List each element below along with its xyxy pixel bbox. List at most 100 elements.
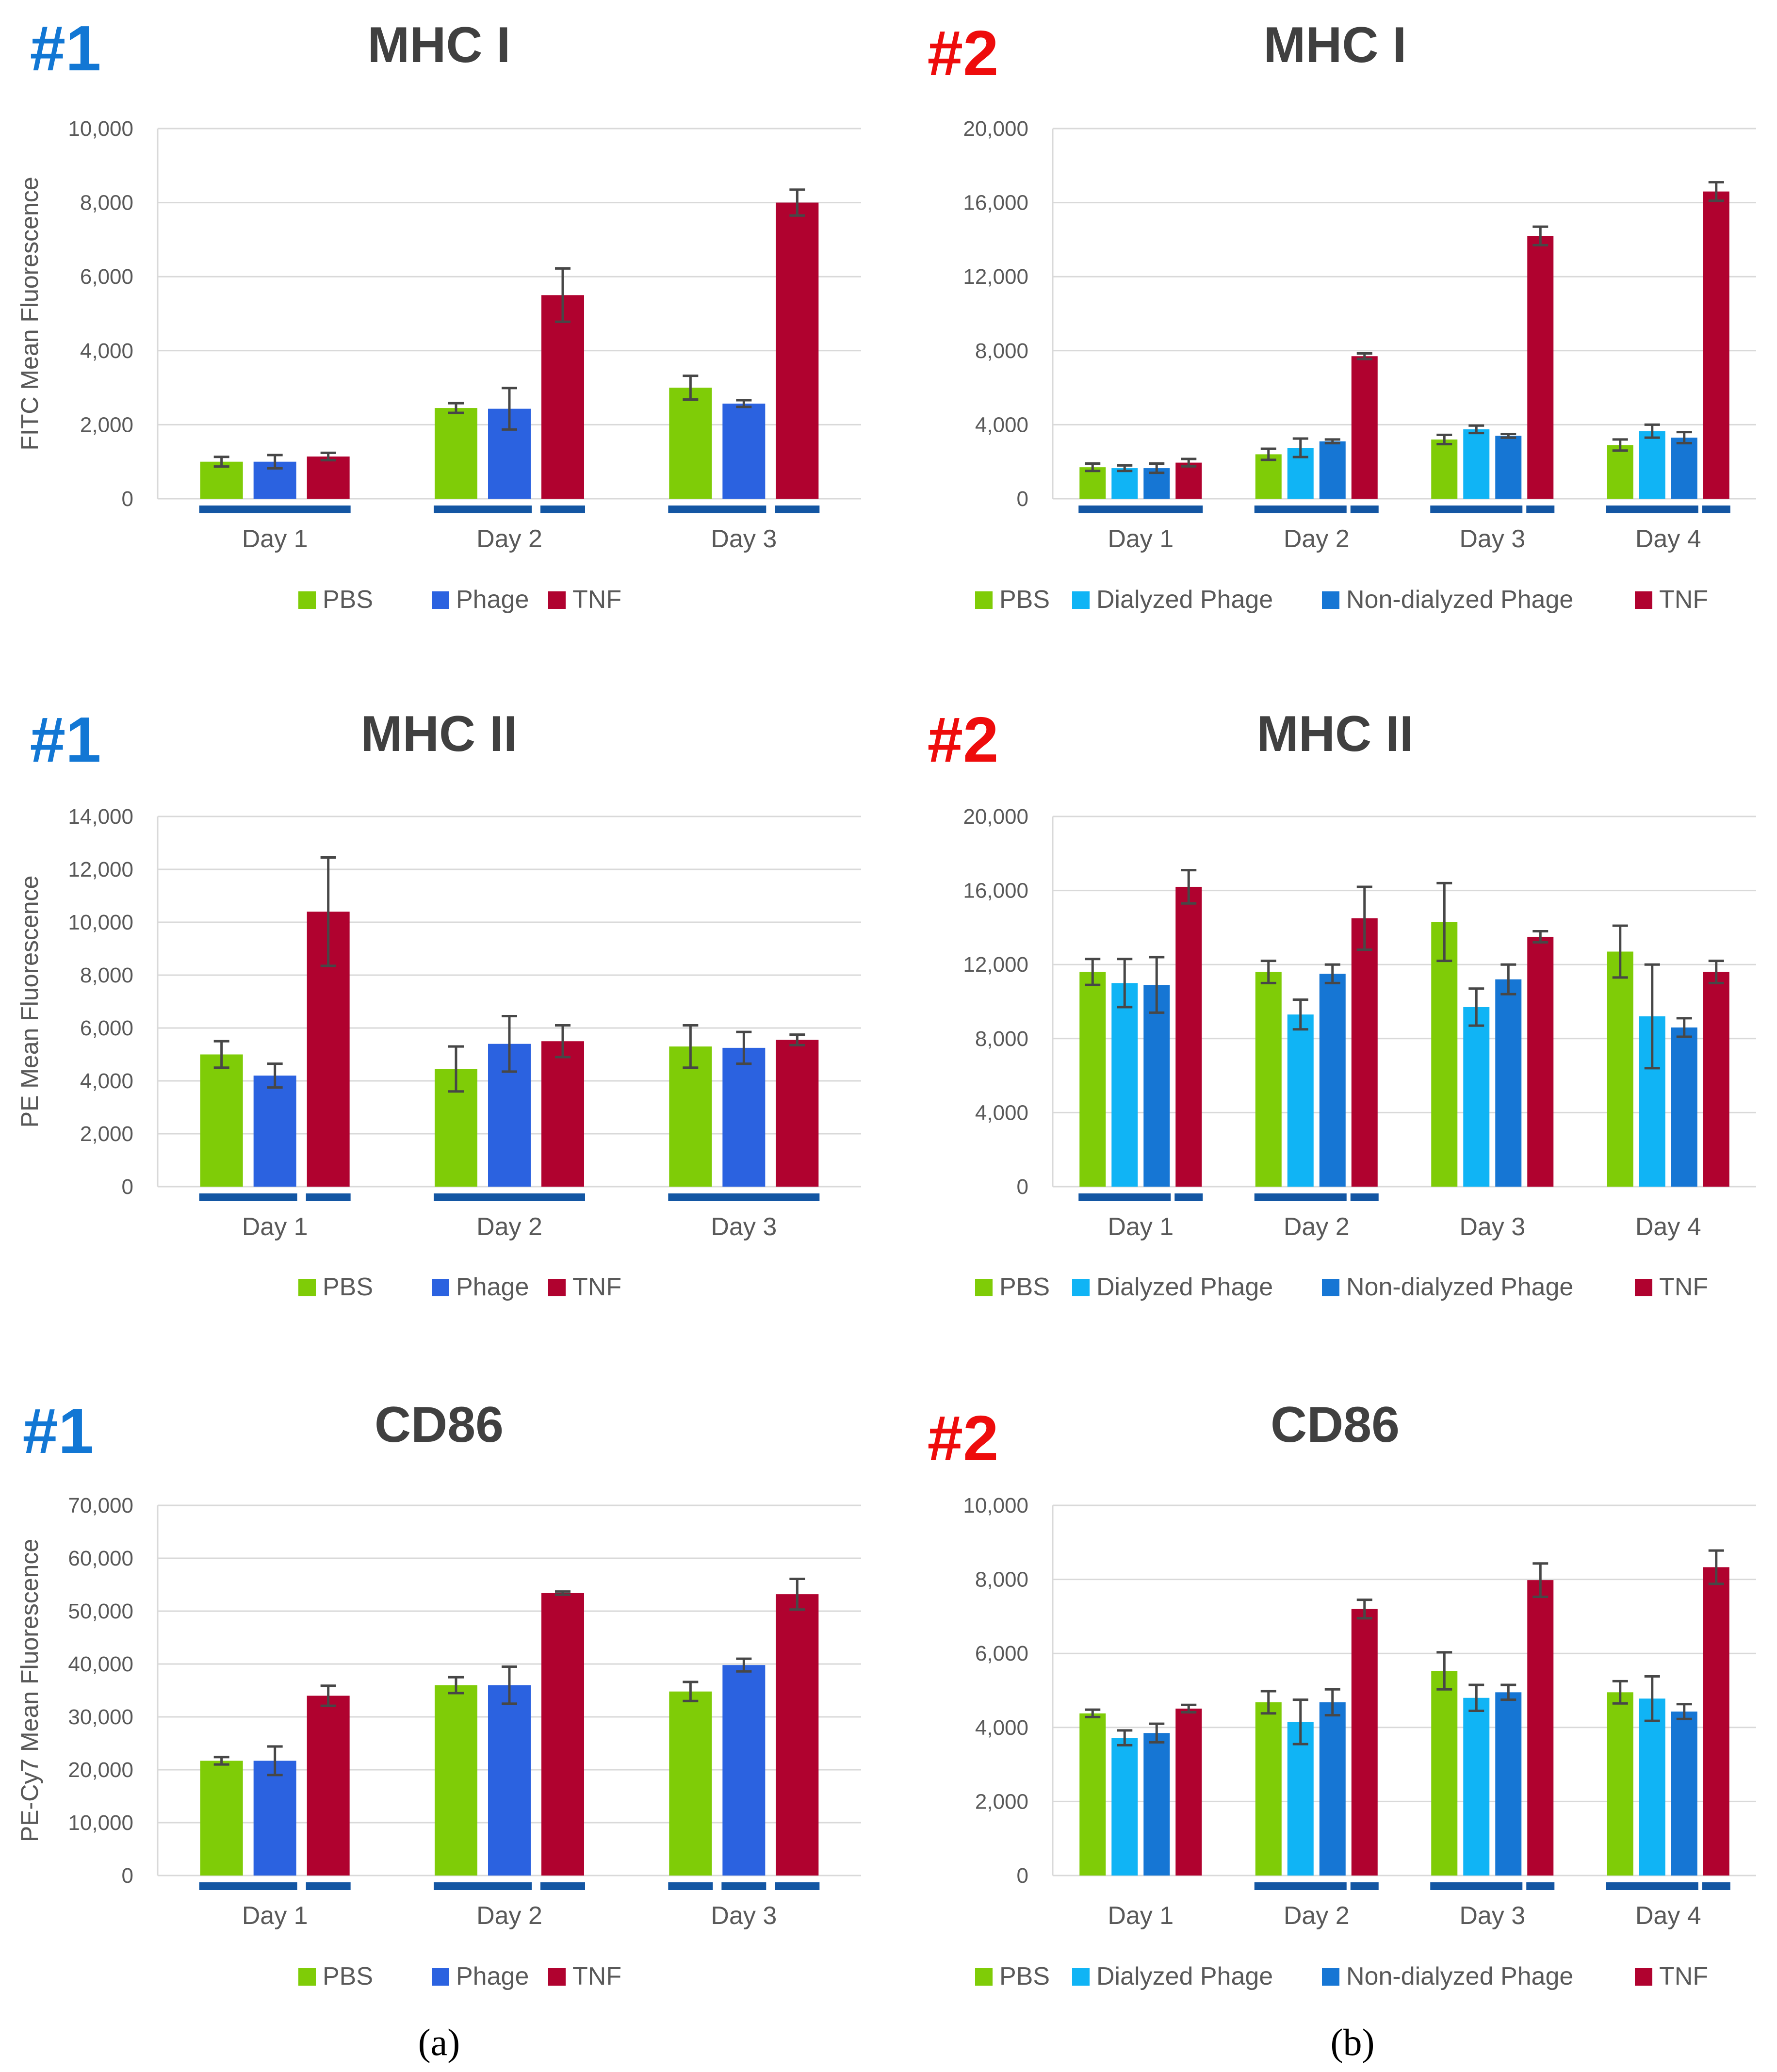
significance-bar [434, 1193, 585, 1201]
legend-swatch [298, 591, 316, 609]
legend-swatch [298, 1279, 316, 1296]
y-axis-label: PE Mean Fluorescence [16, 876, 43, 1128]
significance-bar [199, 506, 351, 513]
legend-label: Dialyzed Phage [1096, 1273, 1273, 1301]
significance-bar [306, 1882, 351, 1890]
bar-phage-day-3 [722, 1665, 766, 1876]
legend-label: Phage [456, 586, 529, 614]
legend-label: Non-dialyzed Phage [1346, 586, 1573, 614]
x-tick-label: Day 3 [1459, 1213, 1525, 1241]
bar-tnf-day-4 [1703, 191, 1729, 499]
x-tick-label: Day 1 [242, 1213, 308, 1241]
bar-dialyzed-phage-day-1 [1111, 983, 1138, 1187]
y-tick-label: 8,000 [80, 963, 133, 987]
x-tick-label: Day 2 [1284, 1213, 1350, 1241]
y-tick-label: 20,000 [963, 117, 1028, 141]
bar-pbs-day-2 [1255, 1702, 1282, 1876]
significance-bar [775, 1882, 820, 1890]
chart-title: MHC I [1264, 17, 1407, 73]
bar-tnf-day-1 [307, 1696, 350, 1876]
bar-tnf-day-2 [1351, 1609, 1378, 1876]
significance-bar [668, 1193, 820, 1201]
bar-pbs-day-4 [1607, 1692, 1633, 1876]
y-tick-label: 10,000 [963, 1494, 1028, 1517]
y-tick-label: 12,000 [963, 265, 1028, 289]
bar-pbs-day-1 [200, 1761, 243, 1876]
y-tick-label: 0 [1017, 1864, 1028, 1888]
legend-label: PBS [999, 1962, 1050, 1990]
bar-tnf-day-3 [776, 1040, 819, 1187]
bar-non-dialyzed-phage-day-4 [1671, 438, 1697, 499]
x-tick-label: Day 2 [476, 525, 542, 553]
chart-title: MHC I [368, 17, 511, 73]
y-tick-label: 30,000 [68, 1705, 133, 1729]
bar-non-dialyzed-phage-day-1 [1143, 985, 1170, 1187]
bar-tnf-day-1 [307, 457, 350, 499]
x-tick-label: Day 1 [242, 1902, 308, 1930]
panel-label: #2 [928, 704, 999, 775]
x-tick-label: Day 2 [1284, 525, 1350, 553]
y-tick-label: 10,000 [68, 1811, 133, 1835]
chart-title: CD86 [1271, 1397, 1400, 1453]
bar-tnf-day-3 [776, 202, 819, 499]
bar-dialyzed-phage-day-1 [1111, 1738, 1138, 1876]
x-tick-label: Day 2 [1284, 1902, 1350, 1930]
bar-tnf-day-2 [541, 1041, 584, 1187]
y-axis-label: PE-Cy7 Mean Fluorescence [16, 1539, 43, 1842]
legend-label: PBS [323, 586, 373, 614]
bar-pbs-day-1 [1079, 467, 1106, 499]
significance-bar [199, 1882, 297, 1890]
x-tick-label: Day 4 [1635, 1902, 1701, 1930]
y-tick-label: 14,000 [68, 805, 133, 829]
bar-tnf-day-2 [1351, 918, 1378, 1187]
bar-phage-day-3 [722, 1047, 766, 1187]
bar-phage-day-3 [722, 403, 766, 499]
legend-swatch [1635, 591, 1652, 609]
x-tick-label: Day 3 [1459, 1902, 1525, 1930]
bar-non-dialyzed-phage-day-3 [1495, 436, 1522, 499]
legend-swatch [548, 1279, 566, 1296]
y-tick-label: 6,000 [975, 1642, 1028, 1665]
bar-pbs-day-3 [669, 1046, 712, 1187]
y-tick-label: 16,000 [963, 879, 1028, 903]
significance-bar [1606, 506, 1698, 513]
bar-pbs-day-3 [669, 1691, 712, 1876]
legend-swatch [432, 591, 449, 609]
x-tick-label: Day 3 [711, 525, 777, 553]
x-tick-label: Day 1 [1108, 1213, 1174, 1241]
significance-bar [434, 1882, 532, 1890]
bar-pbs-day-1 [1079, 1713, 1106, 1876]
y-tick-label: 6,000 [80, 1016, 133, 1040]
legend-swatch [1635, 1968, 1652, 1986]
y-tick-label: 16,000 [963, 191, 1028, 215]
y-tick-label: 0 [122, 1864, 133, 1888]
legend-label: Phage [456, 1962, 529, 1990]
y-tick-label: 4,000 [80, 339, 133, 363]
bar-tnf-day-2 [1351, 356, 1378, 499]
legend-swatch [1072, 1968, 1090, 1986]
legend-label: TNF [1659, 1273, 1708, 1301]
bar-pbs-day-1 [200, 1054, 243, 1187]
chart-b-mhc2: #2 MHC II 0 4,000 8,000 12,000 16,000 20,000 PE … [16, 704, 1756, 1301]
bar-pbs-day-2 [1255, 972, 1282, 1187]
bar-dialyzed-phage-day-4 [1639, 1698, 1665, 1876]
bar-tnf-day-1 [1175, 1708, 1202, 1876]
y-tick-label: 2,000 [80, 413, 133, 437]
bar-non-dialyzed-phage-day-1 [1143, 1733, 1170, 1876]
y-axis-label: PE Mean Fluorescence [16, 876, 43, 1128]
significance-bar [668, 506, 766, 513]
x-tick-label: Day 3 [711, 1213, 777, 1241]
chart-title: MHC II [360, 706, 518, 762]
y-tick-label: 4,000 [975, 413, 1028, 437]
legend-label: TNF [572, 1962, 621, 1990]
legend-label: Dialyzed Phage [1096, 586, 1273, 614]
legend-label: TNF [572, 1273, 621, 1301]
y-tick-label: 6,000 [80, 265, 133, 289]
legend-label: TNF [1659, 1962, 1708, 1990]
y-tick-label: 12,000 [68, 858, 133, 881]
significance-bar [1174, 1193, 1203, 1201]
bar-tnf-day-3 [1527, 1580, 1554, 1876]
significance-bar [1254, 1193, 1347, 1201]
significance-bar [1526, 506, 1555, 513]
bar-dialyzed-phage-day-3 [1463, 1697, 1490, 1876]
